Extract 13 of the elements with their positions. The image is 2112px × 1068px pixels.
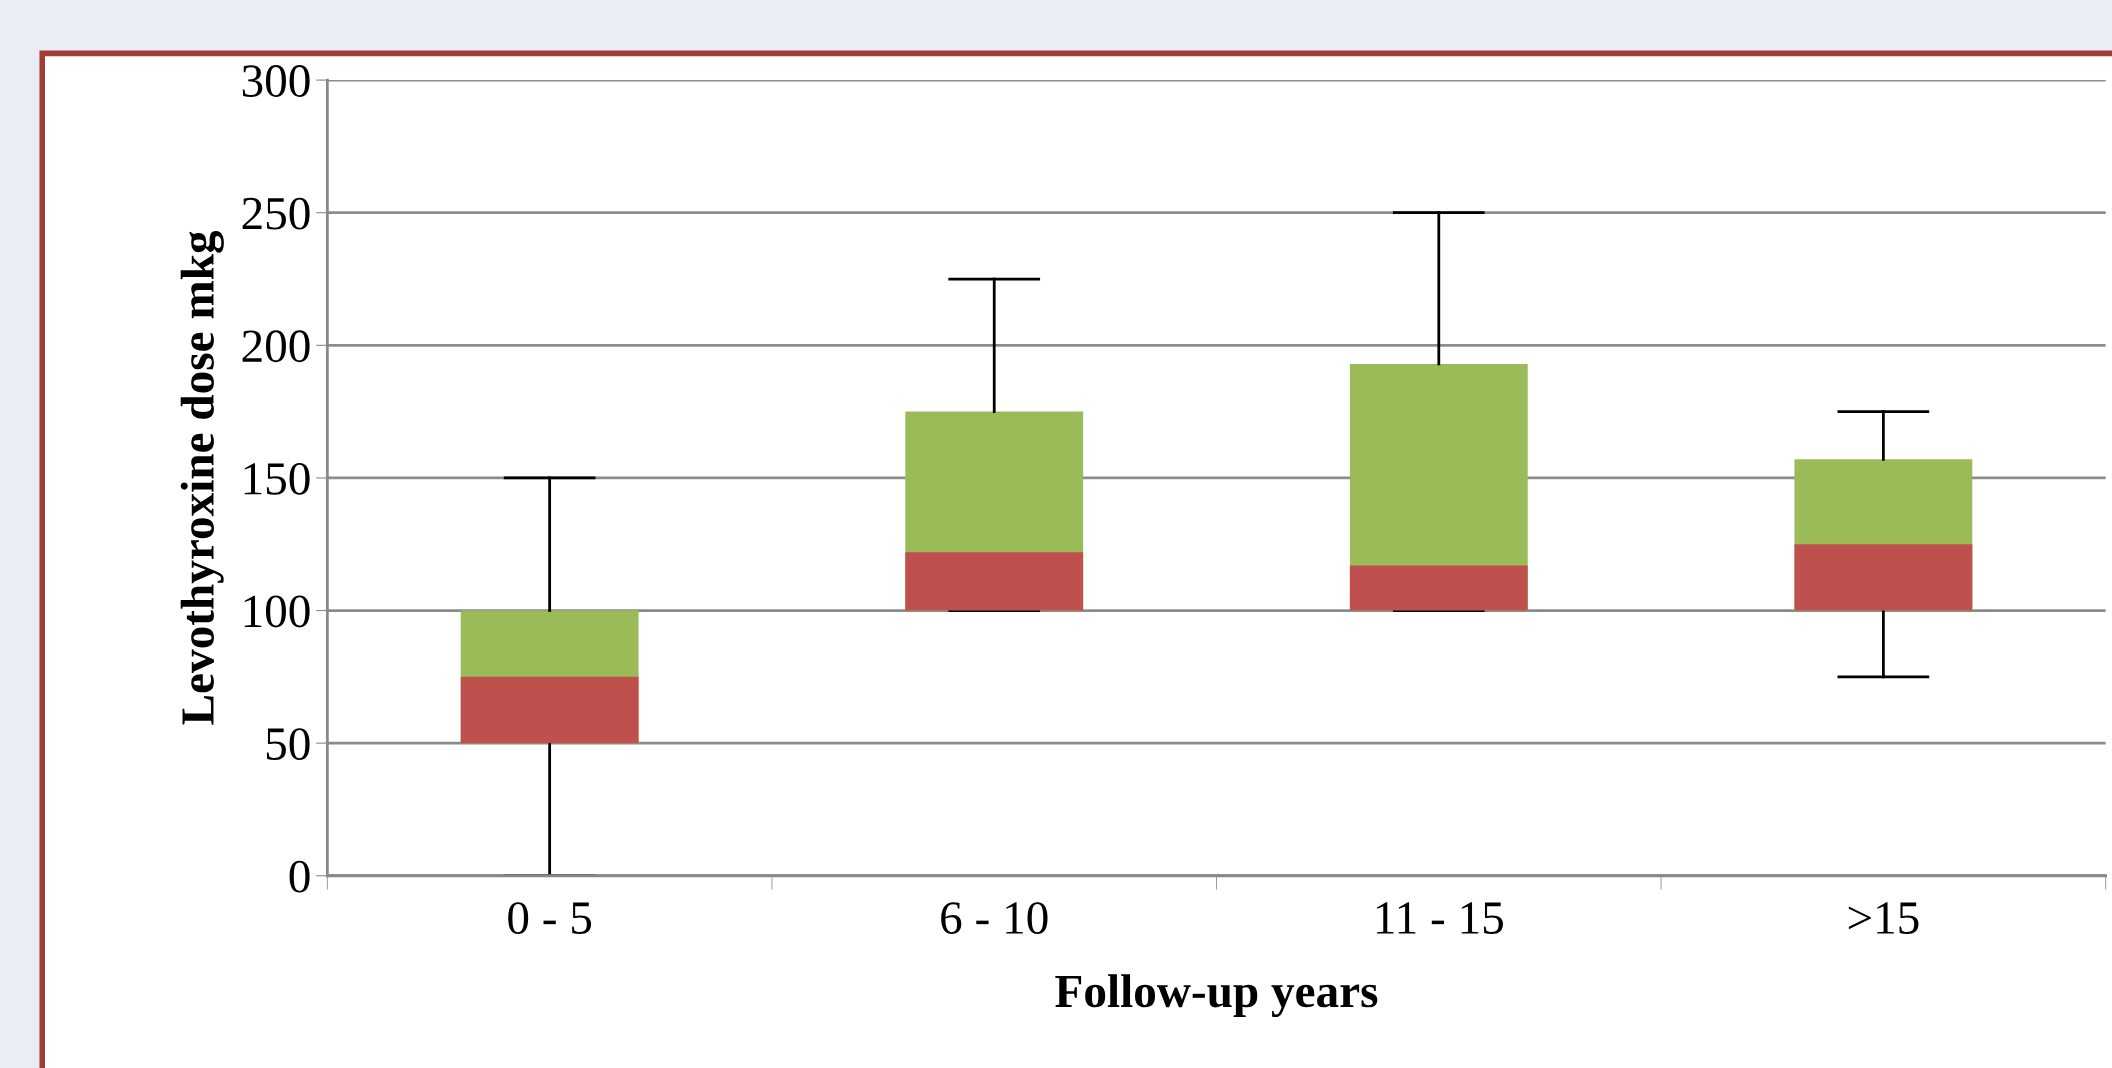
x-axis-title: Follow-up years (1055, 974, 1378, 1018)
x-tick-label: >15 (1848, 902, 1919, 934)
y-tick-label: 200 (242, 330, 310, 363)
y-tick-label: 50 (266, 728, 310, 760)
x-tick-label: 0 - 5 (508, 902, 592, 934)
y-tick-label: 250 (242, 197, 310, 230)
y-tick-label: 0 (289, 860, 310, 893)
y-axis-title: Levothyroxine dose mkg (180, 230, 224, 725)
y-tick-label: 150 (244, 462, 310, 495)
x-tick-label: 11 - 15 (1376, 902, 1503, 934)
y-tick-label: 100 (244, 595, 310, 628)
x-tick-label: 6 - 10 (941, 902, 1048, 934)
y-tick-label: 300 (242, 65, 310, 97)
